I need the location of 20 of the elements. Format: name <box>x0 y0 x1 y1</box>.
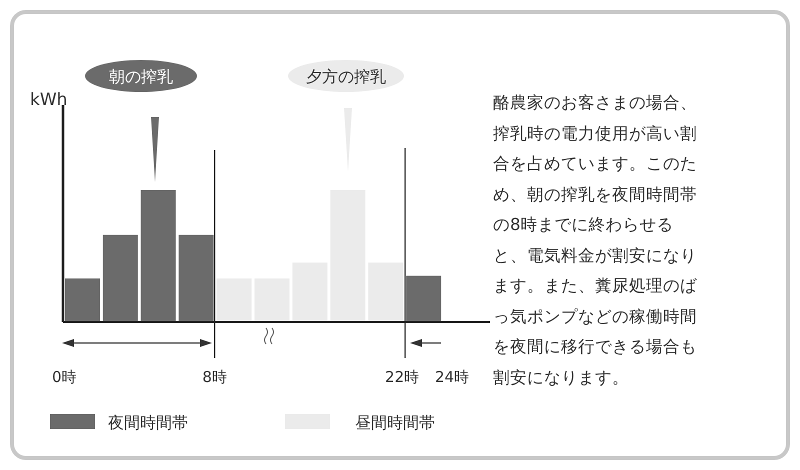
text: 0時 <box>52 368 77 386</box>
text: 22時 <box>385 368 420 386</box>
text: 夕方の搾乳 <box>306 67 386 86</box>
bar <box>406 276 442 322</box>
bar <box>292 262 328 322</box>
bar <box>216 278 252 322</box>
bar <box>254 278 290 322</box>
text: 朝の搾乳 <box>109 67 173 86</box>
bar <box>330 190 366 322</box>
text: 8時 <box>202 368 227 386</box>
text: 酪農家のお客さまの場合、搾乳時の電力使用が高い割合を占めています。このため、朝の搾乳を夜間時間帯の8時までに終わらせると、電気料金が割安になります。また、糞尿処理のばっ気ポンプなどの稼働時間を夜間に移行できる場合も割安になります。 <box>493 93 697 386</box>
text: 24時 <box>434 368 470 386</box>
legend-label: 夜間時間帯 <box>108 413 188 432</box>
bar <box>368 262 404 322</box>
bar <box>102 234 138 322</box>
bar <box>65 278 100 322</box>
legend-label: 昼間時間帯 <box>355 413 435 432</box>
bar <box>140 190 176 322</box>
y-axis-title: kWh <box>30 90 68 110</box>
bar <box>178 234 214 322</box>
